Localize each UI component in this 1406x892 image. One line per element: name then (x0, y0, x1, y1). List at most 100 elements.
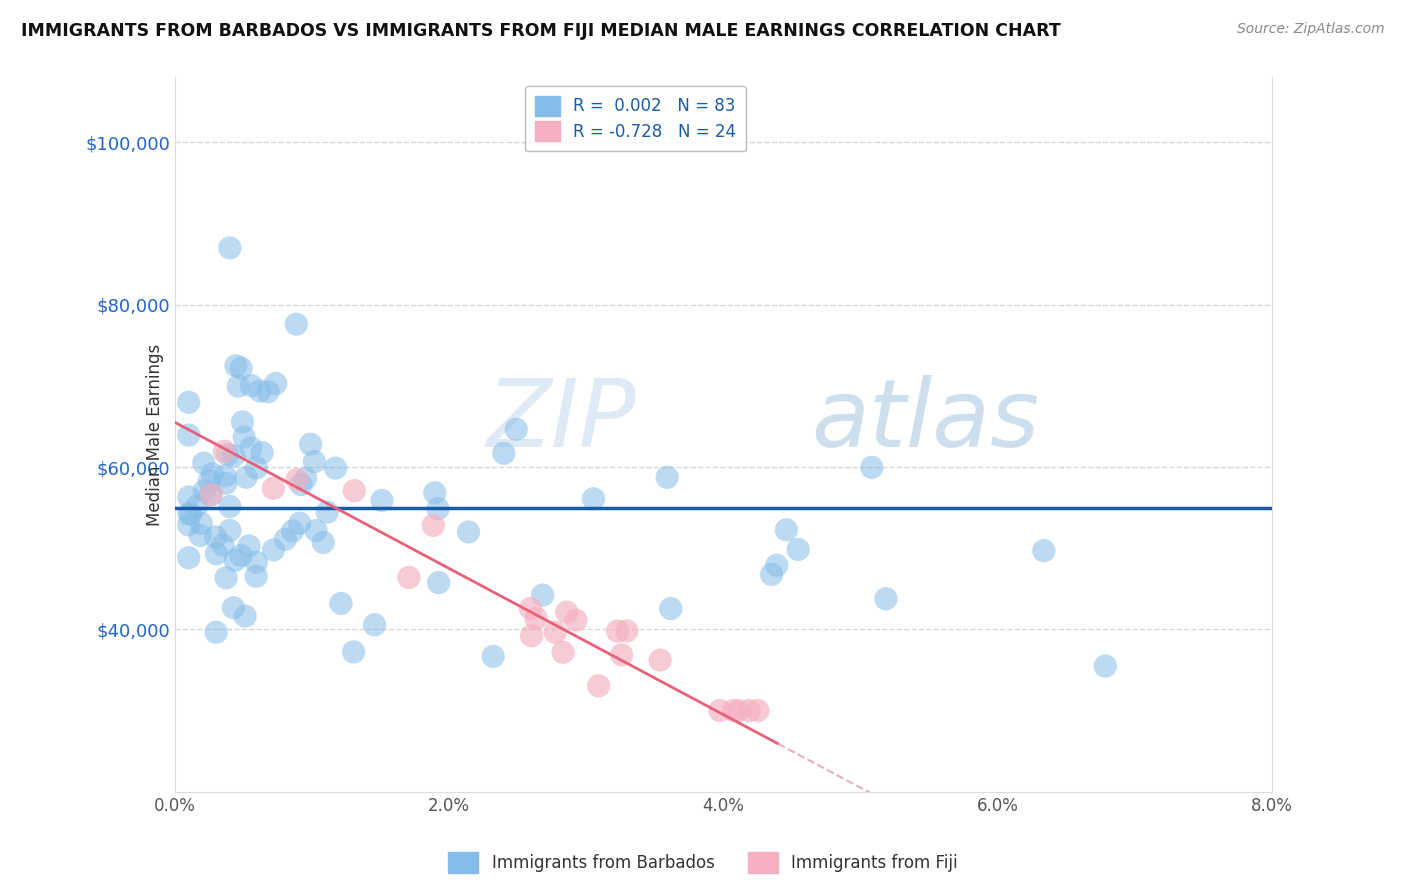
Point (505, 422, 527, 436)
Point (224, 553, 246, 567)
Legend: Immigrants from Barbados, Immigrants from Fiji: Immigrants from Barbados, Immigrants fro… (441, 846, 965, 880)
Point (492, 446, 515, 460)
Point (775, 523, 797, 537)
Point (531, 588, 554, 602)
Point (709, 704, 731, 718)
Point (371, 493, 394, 508)
Point (177, 517, 200, 532)
Point (200, 487, 222, 501)
Point (214, 468, 236, 483)
Point (524, 612, 547, 626)
Point (231, 415, 253, 429)
Point (860, 460, 883, 475)
Point (249, 384, 271, 398)
Point (177, 428, 200, 442)
Point (218, 241, 240, 255)
Point (233, 430, 256, 444)
Point (177, 490, 200, 504)
Point (520, 629, 543, 643)
Point (193, 456, 215, 470)
Point (200, 488, 222, 502)
Point (177, 395, 200, 409)
Point (606, 624, 628, 639)
Point (240, 441, 263, 455)
Point (342, 645, 364, 659)
Point (215, 476, 238, 491)
Point (212, 444, 235, 458)
Point (875, 591, 897, 606)
Point (565, 613, 588, 627)
Point (245, 555, 267, 569)
Point (659, 601, 682, 615)
Point (294, 471, 316, 485)
Point (1094, 659, 1116, 673)
Point (427, 501, 450, 516)
Point (288, 516, 311, 531)
Point (519, 601, 541, 615)
Point (198, 474, 221, 488)
Point (290, 477, 312, 491)
Point (457, 524, 479, 539)
Text: IMMIGRANTS FROM BARBADOS VS IMMIGRANTS FROM FIJI MEDIAN MALE EARNINGS CORRELATIO: IMMIGRANTS FROM BARBADOS VS IMMIGRANTS F… (21, 22, 1062, 40)
Point (648, 653, 671, 667)
Point (616, 624, 638, 638)
Point (304, 455, 326, 469)
Text: Source: ZipAtlas.com: Source: ZipAtlas.com (1237, 22, 1385, 37)
Legend: R =  0.002   N = 83, R = -0.728   N = 24: R = 0.002 N = 83, R = -0.728 N = 24 (524, 86, 747, 152)
Point (218, 524, 240, 538)
Text: ZIP: ZIP (486, 375, 636, 466)
Point (555, 605, 578, 619)
Point (262, 481, 284, 495)
Point (177, 507, 200, 521)
Point (655, 470, 678, 484)
Point (1032, 543, 1054, 558)
Point (222, 449, 245, 463)
Point (363, 617, 385, 632)
Point (238, 539, 260, 553)
Point (427, 575, 450, 590)
Point (312, 535, 335, 549)
Point (211, 538, 233, 552)
Point (761, 567, 783, 582)
Point (263, 542, 285, 557)
Point (588, 679, 610, 693)
Point (264, 376, 287, 391)
Point (582, 491, 605, 506)
Text: atlas: atlas (811, 375, 1039, 466)
Point (231, 361, 253, 376)
Point (551, 645, 574, 659)
Point (330, 596, 353, 610)
Point (245, 569, 267, 583)
Point (218, 500, 240, 514)
Point (215, 571, 238, 585)
Point (285, 317, 308, 331)
Point (240, 378, 263, 392)
Point (180, 507, 202, 521)
Point (398, 570, 420, 584)
Point (222, 600, 245, 615)
Point (205, 547, 228, 561)
Point (201, 467, 224, 481)
Point (422, 518, 444, 533)
Point (186, 499, 208, 513)
Point (204, 530, 226, 544)
Point (343, 483, 366, 498)
Point (747, 704, 769, 718)
Point (787, 542, 810, 557)
Point (177, 550, 200, 565)
Point (305, 524, 328, 538)
Point (727, 704, 749, 718)
Point (274, 533, 297, 547)
Point (325, 461, 347, 475)
Point (225, 359, 247, 373)
Point (544, 625, 567, 640)
Point (245, 461, 267, 475)
Point (205, 625, 228, 640)
Point (316, 505, 339, 519)
Point (235, 470, 257, 484)
Point (252, 446, 274, 460)
Point (233, 609, 256, 624)
Point (423, 485, 446, 500)
Point (281, 524, 304, 538)
Point (723, 704, 745, 718)
